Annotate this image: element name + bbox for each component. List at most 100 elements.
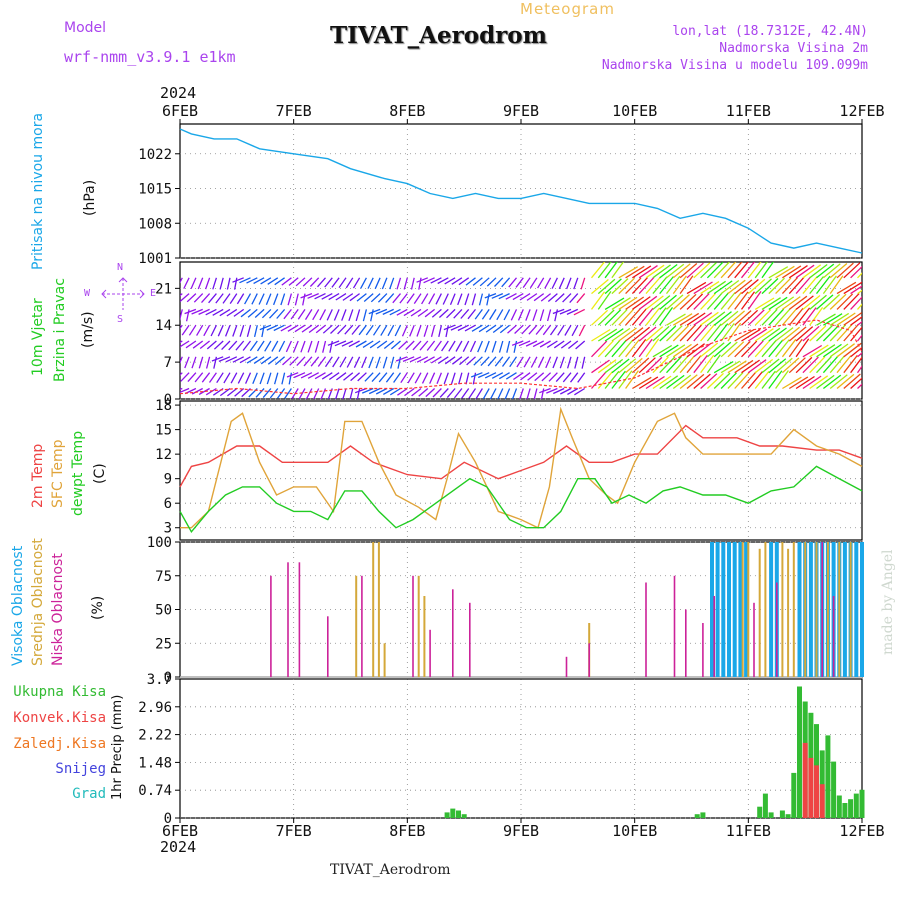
wind-barb [590,291,606,310]
wind-barb [213,356,218,369]
wind-barb [761,339,777,358]
wind-barb [183,277,190,289]
wind-barb [802,344,823,358]
wind-barb [355,309,361,322]
wind-barb [809,325,827,342]
wind-barb [597,359,617,374]
wind-barb [754,262,768,279]
wind-barb [652,356,669,374]
wind-barb [822,355,839,374]
wind-barb [205,387,217,396]
low-cloud-bar [645,582,647,677]
wind-barb [679,343,699,358]
wind-barb [443,372,449,385]
wind-barb [361,356,367,369]
wind-barb [453,388,463,399]
wind-barb [652,307,667,326]
wind-barb [611,297,631,310]
wind-barb [503,309,511,321]
wind-barb [281,372,286,385]
wind-barb [816,294,834,310]
wind-barb [541,372,552,382]
wind-barb [672,374,692,390]
wind-barb [672,313,693,326]
wind-barb [471,293,477,306]
wind-barb [187,372,197,383]
wind-barb [498,340,504,353]
wind-barb [553,387,565,395]
wind-barb [638,326,657,342]
wind-barb [328,293,340,301]
wind-barb [481,309,490,320]
wind-barb [597,262,612,279]
wind-barb [700,292,717,310]
wind-barb [850,265,862,279]
ytick-label-precip: 2.96 [138,700,172,716]
high-cloud-bar [797,542,802,677]
wind-barb [246,356,258,364]
wind-barb [389,277,395,290]
wind-barb [409,356,422,363]
wind-barb [618,308,635,326]
wind-barb [274,356,286,366]
wind-barb [298,388,306,399]
wind-barb [553,340,565,349]
wind-barb [430,356,442,364]
wind-barbs [180,262,862,399]
wind-barb [581,356,586,369]
wind-barb [321,372,333,380]
wind-barb [215,293,224,304]
wind-barb [416,324,422,337]
wind-barb [850,377,862,389]
wind-barb [557,324,565,336]
wind-barb [329,340,333,353]
wind-barb [430,277,442,284]
wind-barb [734,310,752,326]
wind-barb [404,387,415,397]
ytick-label-cloud: 0 [164,670,172,686]
wind-barb [198,308,210,315]
wind-barb [421,372,429,384]
low-cloud-bar [702,623,704,677]
wind-barb [768,277,785,295]
wind-barb [360,277,367,289]
altitude-label: Nadmorska Visina 2m [719,41,868,56]
mid-cloud-bar [423,596,426,677]
mid-cloud-bar [741,542,744,677]
wind-barb [727,310,746,326]
wind-barb [625,265,645,279]
wind-barb [809,375,829,390]
low-cloud-bar [327,616,329,678]
wind-barb [375,356,381,369]
lonlat-label: lon,lat (18.7312E, 42.4N) [672,24,868,39]
wind-barb [720,262,737,279]
wind-barb [219,387,231,397]
wind-barb [203,324,211,337]
wind-barb [666,313,686,326]
wind-barb [465,372,470,385]
mid-cloud-bar [377,542,380,677]
wind-barb [507,324,517,334]
wind-barb [734,371,750,389]
wind-barb [491,293,504,299]
wind-barb [482,388,490,399]
wind-barb [741,340,758,358]
station-title: TIVAT_Aerodrom [330,22,547,49]
wind-barb [436,372,443,385]
wind-barb [638,357,656,374]
wind-barb [782,296,801,310]
wind-barb [321,293,333,300]
wind-barb [659,294,677,310]
top-day-label: 11FEB [726,102,771,120]
wind-barb [829,374,848,390]
wind-barb [564,324,572,336]
wind-barb [302,277,313,287]
wind-barb [286,372,299,378]
wind-barb [533,293,545,302]
wind-barb [396,277,402,290]
wind-barb [300,292,313,299]
wind-barb [326,309,333,321]
wind-barb [309,277,320,287]
wind-barb [666,374,685,390]
wind-barb [625,357,643,374]
